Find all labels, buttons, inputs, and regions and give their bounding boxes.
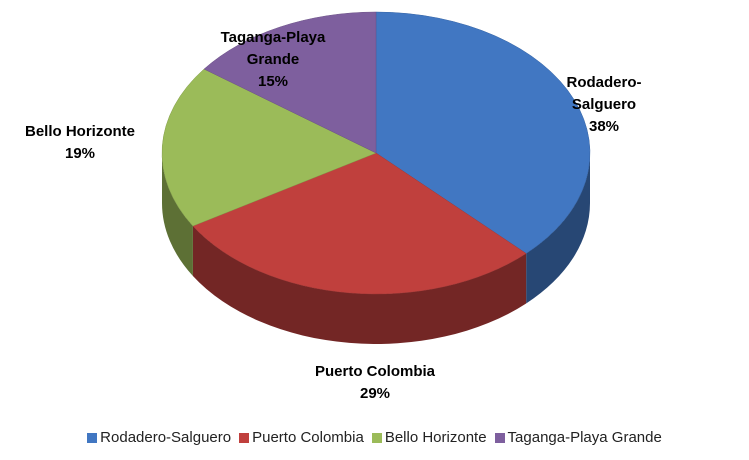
legend-swatch	[494, 432, 505, 443]
data-label: Bello Horizonte 19%	[0, 121, 160, 165]
slice-side	[526, 153, 590, 304]
slice	[375, 11, 591, 254]
legend-item: Taganga-Playa Grande	[494, 429, 662, 446]
legend-item: Rodadero-Salguero	[87, 429, 231, 446]
legend-label: Rodadero-Salguero	[100, 429, 232, 446]
label-value: 29%	[359, 385, 391, 402]
label-name: Taganga-Playa Grande	[220, 29, 326, 68]
slice	[203, 11, 377, 154]
legend-label: Puerto Colombia	[252, 429, 364, 446]
legend-swatch	[87, 432, 98, 443]
label-name: Puerto Colombia	[314, 363, 435, 380]
data-label: Rodadero-Salguero 38%	[559, 72, 649, 138]
label-name: Bello Horizonte	[24, 123, 135, 140]
legend-swatch	[371, 432, 382, 443]
slice	[161, 68, 377, 227]
legend-item: Bello Horizonte	[371, 429, 487, 446]
label-value: 15%	[257, 73, 289, 90]
label-name: Rodadero-Salguero	[566, 74, 642, 113]
slice	[192, 152, 527, 295]
slice-side	[162, 153, 193, 277]
label-value: 38%	[588, 118, 620, 135]
legend-label: Bello Horizonte	[384, 429, 487, 446]
slice-side	[192, 226, 527, 345]
data-label: Puerto Colombia 29%	[275, 361, 475, 405]
legend-item: Puerto Colombia	[239, 429, 364, 446]
legend-label: Taganga-Playa Grande	[507, 429, 662, 446]
legend-swatch	[239, 432, 250, 443]
label-value: 19%	[64, 145, 96, 162]
legend: Rodadero-Salguero Puerto Colombia Bello Ho…	[0, 429, 749, 446]
data-label: Taganga-Playa Grande 15%	[208, 27, 338, 93]
